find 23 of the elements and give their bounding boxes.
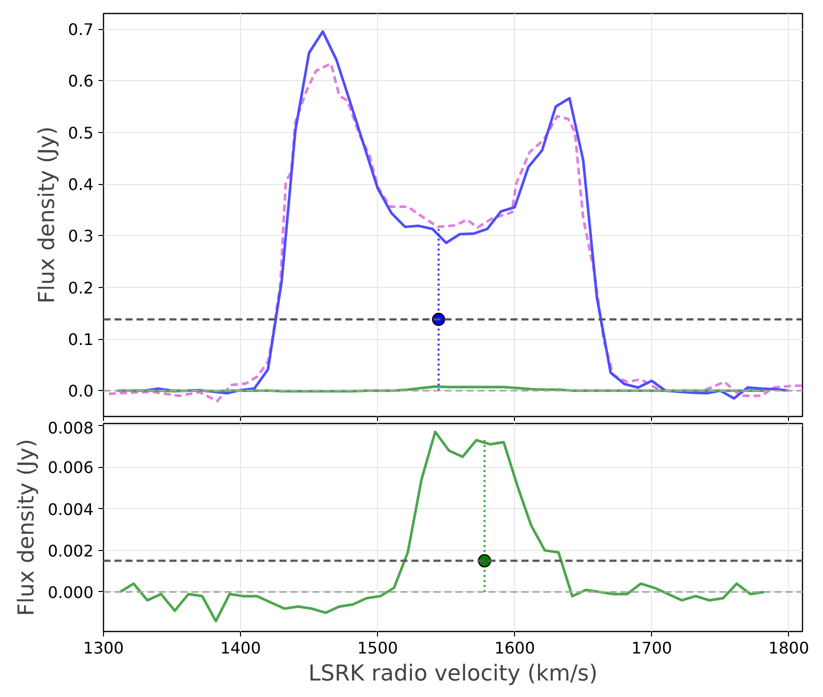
y-axis-title: Flux density (Jy): [14, 438, 40, 616]
y-tick-label: 0.000: [48, 582, 94, 602]
x-tick-label: 1400: [220, 638, 261, 658]
y-tick-label: 0.6: [68, 72, 94, 91]
x-axis-title: LSRK radio velocity (km/s): [308, 662, 598, 686]
x-tick-label: 1800: [768, 638, 810, 658]
y-tick-label: 0.008: [48, 418, 94, 438]
y-tick-label: 0.2: [68, 278, 94, 298]
line-series: [118, 430, 766, 622]
y-tick-label: 0.004: [48, 500, 94, 519]
y-tick-label: 0.1: [68, 330, 94, 349]
y-tick-label: 0.002: [48, 541, 94, 560]
y-axis-title: Flux density (Jy): [35, 126, 60, 304]
y-tick-label: 0.006: [48, 458, 94, 478]
x-tick-label: 1600: [494, 638, 536, 658]
y-tick-label: 0.4: [68, 175, 94, 194]
x-tick-label: 1500: [357, 638, 398, 658]
y-tick-label: 0.3: [68, 226, 94, 246]
x-tick-label: 1300: [83, 638, 124, 658]
y-tick-label: 0.7: [68, 20, 94, 39]
x-tick-label: 1700: [631, 638, 672, 658]
y-tick-label: 0.5: [68, 123, 94, 142]
y-tick-label: 0.0: [68, 382, 94, 401]
